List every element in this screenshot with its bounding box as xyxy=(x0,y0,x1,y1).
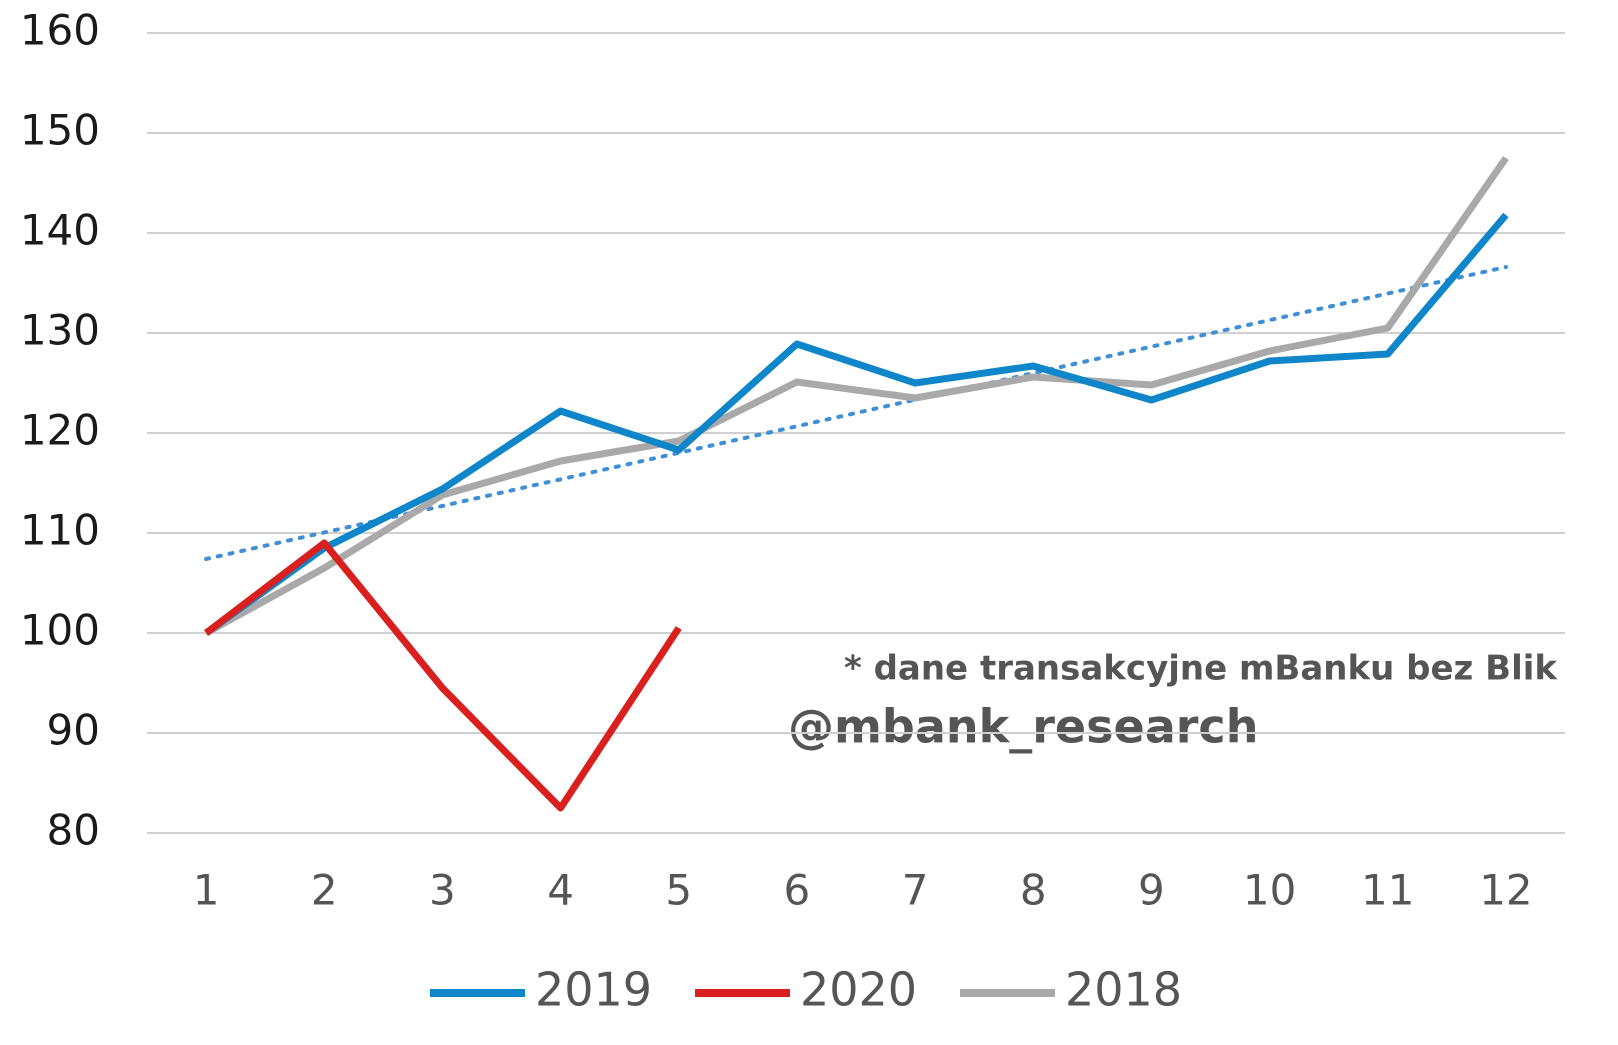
x-tick-label: 7 xyxy=(902,866,929,915)
y-tick-label: 80 xyxy=(47,806,100,855)
y-tick-label: 160 xyxy=(20,6,100,55)
x-tick-label: 5 xyxy=(665,866,692,915)
x-tick-label: 6 xyxy=(784,866,811,915)
trendline xyxy=(204,265,1508,561)
x-tick-label: 9 xyxy=(1138,866,1165,915)
y-tick-label: 100 xyxy=(20,606,100,655)
annotation: * dane transakcyjne mBanku bez Blik xyxy=(844,649,1558,689)
x-tick-label: 8 xyxy=(1020,866,1047,915)
y-tick-label: 110 xyxy=(20,506,100,555)
x-tick-label: 11 xyxy=(1361,866,1414,915)
x-tick-label: 10 xyxy=(1243,866,1296,915)
y-tick-label: 120 xyxy=(20,406,100,455)
legend-label: 2020 xyxy=(800,963,917,1017)
y-tick-label: 90 xyxy=(47,706,100,755)
x-tick-label: 2 xyxy=(311,866,338,915)
series-line xyxy=(204,212,1509,636)
annotation: @mbank_research xyxy=(788,700,1258,754)
y-tick-label: 140 xyxy=(20,206,100,255)
x-tick-label: 3 xyxy=(429,866,456,915)
y-tick-label: 130 xyxy=(20,306,100,355)
legend-label: 2019 xyxy=(535,963,652,1017)
x-tick-label: 12 xyxy=(1479,866,1532,915)
series-line xyxy=(204,156,1509,637)
x-tick-label: 4 xyxy=(547,866,574,915)
x-tick-label: 1 xyxy=(193,866,220,915)
series-line xyxy=(203,539,682,812)
legend-label: 2018 xyxy=(1065,963,1182,1017)
y-tick-label: 150 xyxy=(20,106,100,155)
